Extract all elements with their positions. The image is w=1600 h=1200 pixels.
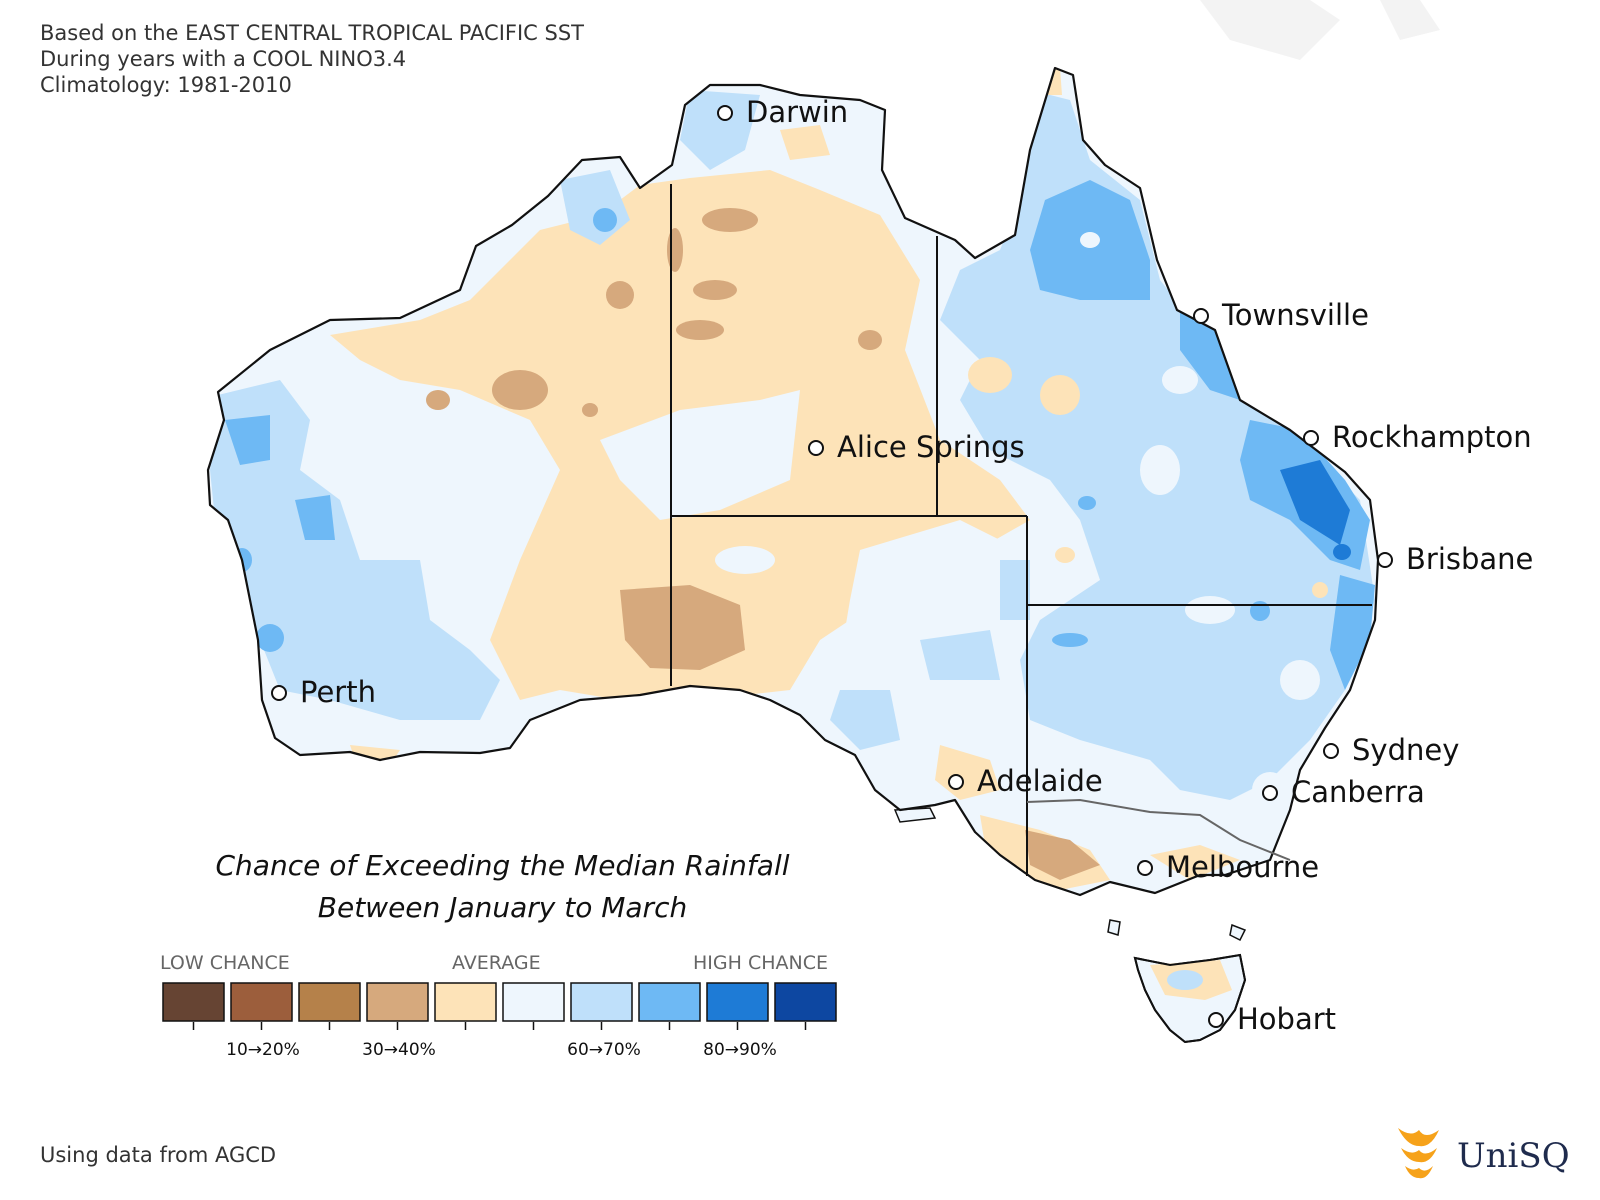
legend-swatch xyxy=(230,982,293,1022)
legend-swatch xyxy=(366,982,429,1022)
logo-emblem-icon xyxy=(1398,1128,1439,1179)
legend-tick-label: 60→70% xyxy=(567,1040,641,1060)
unisq-logo: UniSQ xyxy=(1398,1128,1570,1179)
city-perth: Perth xyxy=(271,675,376,709)
legend-tick-label: 10→20% xyxy=(226,1040,300,1060)
svg-text:Alice Springs: Alice Springs xyxy=(837,430,1025,464)
city-markers: Darwin Townsville Rockhampton Alice Spri… xyxy=(271,95,1533,1036)
title-line-1: Chance of Exceeding the Median Rainfall xyxy=(215,849,790,882)
city-alice-springs: Alice Springs xyxy=(808,430,1025,464)
svg-text:Darwin: Darwin xyxy=(746,95,848,129)
tasmania xyxy=(1107,919,1247,1044)
header-line-1: Based on the EAST CENTRAL TROPICAL PACIF… xyxy=(40,21,585,45)
legend-average-label: AVERAGE xyxy=(452,952,541,974)
data-source-note: Using data from AGCD xyxy=(40,1143,277,1167)
svg-text:Adelaide: Adelaide xyxy=(977,764,1103,798)
legend-colorbar xyxy=(162,982,837,1030)
city-adelaide: Adelaide xyxy=(948,764,1103,798)
legend-swatch xyxy=(774,982,837,1022)
header-line-2: During years with a COOL NINO3.4 xyxy=(40,47,407,71)
australia-coastline xyxy=(206,66,1380,897)
city-sydney: Sydney xyxy=(1323,733,1459,767)
city-melbourne: Melbourne xyxy=(1137,850,1319,884)
legend-low-label: LOW CHANCE xyxy=(160,952,290,974)
svg-text:Melbourne: Melbourne xyxy=(1166,850,1319,884)
city-canberra: Canberra xyxy=(1262,775,1425,809)
legend-swatch xyxy=(502,982,565,1022)
svg-text:Brisbane: Brisbane xyxy=(1406,542,1533,576)
legend-swatch xyxy=(434,982,497,1022)
legend-tick-label: 80→90% xyxy=(703,1040,777,1060)
legend-swatch xyxy=(570,982,633,1022)
legend-high-label: HIGH CHANCE xyxy=(693,952,828,974)
svg-text:Perth: Perth xyxy=(300,675,376,709)
svg-text:Canberra: Canberra xyxy=(1291,775,1425,809)
svg-text:Rockhampton: Rockhampton xyxy=(1332,420,1532,454)
legend-swatch xyxy=(638,982,701,1022)
city-hobart: Hobart xyxy=(1208,1002,1336,1036)
title-line-2: Between January to March xyxy=(317,891,688,924)
city-darwin: Darwin xyxy=(717,95,848,129)
city-townsville: Townsville xyxy=(1193,298,1369,332)
rainfall-shading xyxy=(208,68,1378,895)
map-title: Chance of Exceeding the Median Rainfall … xyxy=(170,845,835,929)
svg-text:Hobart: Hobart xyxy=(1237,1002,1336,1036)
svg-text:Sydney: Sydney xyxy=(1352,733,1459,767)
svg-text:Townsville: Townsville xyxy=(1221,298,1369,332)
map-header: Based on the EAST CENTRAL TROPICAL PACIF… xyxy=(40,20,584,98)
logo-text: UniSQ xyxy=(1457,1136,1570,1176)
state-borders xyxy=(670,184,1372,876)
legend-tick-label: 30→40% xyxy=(362,1040,436,1060)
header-line-3: Climatology: 1981-2010 xyxy=(40,73,292,97)
legend-swatch xyxy=(298,982,361,1022)
city-rockhampton: Rockhampton xyxy=(1303,420,1532,454)
legend-swatch xyxy=(162,982,225,1022)
city-brisbane: Brisbane xyxy=(1377,542,1533,576)
legend-swatch xyxy=(706,982,769,1022)
